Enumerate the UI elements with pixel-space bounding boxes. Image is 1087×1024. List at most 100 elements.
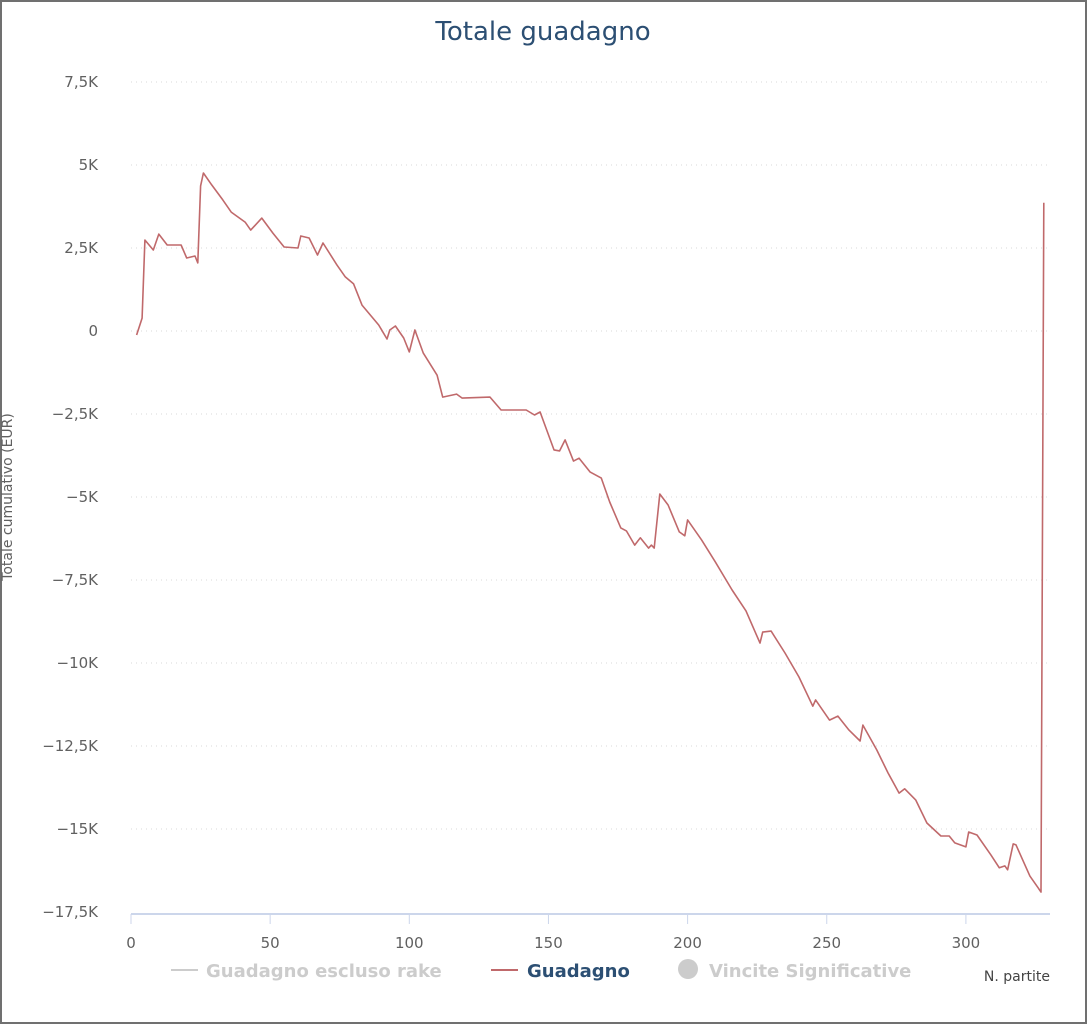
data-point[interactable] [1026, 872, 1034, 880]
legend-item-guadagno-escluso-rake[interactable]: Guadagno escluso rake [171, 961, 442, 982]
data-point[interactable] [631, 541, 639, 549]
data-point[interactable] [681, 532, 689, 540]
data-point[interactable] [1004, 866, 1012, 874]
grid-lines [131, 81, 1050, 830]
data-point[interactable] [486, 393, 494, 401]
data-point[interactable] [728, 586, 736, 594]
data-point[interactable] [812, 696, 820, 704]
data-point[interactable] [269, 229, 277, 237]
legend-circle-icon [678, 959, 698, 979]
data-point[interactable] [597, 474, 605, 482]
data-point[interactable] [350, 280, 358, 288]
data-point[interactable] [458, 394, 466, 402]
data-point[interactable] [258, 214, 266, 222]
data-point[interactable] [606, 498, 614, 506]
data-point[interactable] [497, 406, 505, 414]
data-point[interactable] [138, 314, 146, 322]
data-point[interactable] [197, 182, 205, 190]
data-point[interactable] [433, 371, 441, 379]
y-tick-label: 0 [88, 322, 98, 340]
data-point[interactable] [795, 673, 803, 681]
x-tick-label: 250 [812, 934, 841, 952]
y-tick-label: −5K [66, 488, 99, 506]
data-point[interactable] [1040, 199, 1048, 207]
data-point[interactable] [859, 721, 867, 729]
data-point[interactable] [341, 273, 349, 281]
data-point[interactable] [556, 447, 564, 455]
data-point[interactable] [1012, 841, 1020, 849]
data-point[interactable] [280, 243, 288, 251]
data-point[interactable] [781, 649, 789, 657]
data-point[interactable] [622, 527, 630, 535]
data-point[interactable] [664, 501, 672, 509]
data-point[interactable] [194, 259, 202, 267]
data-point[interactable] [756, 639, 764, 647]
data-point[interactable] [586, 468, 594, 476]
data-point[interactable] [951, 839, 959, 847]
data-point[interactable] [912, 796, 920, 804]
data-point[interactable] [405, 348, 413, 356]
legend-item-guadagno[interactable]: Guadagno [491, 961, 630, 982]
data-point[interactable] [419, 349, 427, 357]
data-point[interactable] [247, 226, 255, 234]
data-point[interactable] [375, 321, 383, 329]
data-point[interactable] [711, 558, 719, 566]
data-point[interactable] [439, 393, 447, 401]
data-point[interactable] [141, 236, 149, 244]
data-point[interactable] [945, 832, 953, 840]
data-point[interactable] [937, 832, 945, 840]
data-point[interactable] [973, 831, 981, 839]
data-point[interactable] [297, 232, 305, 240]
data-point[interactable] [199, 169, 207, 177]
data-point[interactable] [149, 246, 157, 254]
data-point[interactable] [383, 335, 391, 343]
data-point[interactable] [305, 234, 313, 242]
data-point[interactable] [656, 490, 664, 498]
data-point[interactable] [698, 536, 706, 544]
data-point[interactable] [923, 819, 931, 827]
data-point[interactable] [575, 454, 583, 462]
data-point[interactable] [294, 244, 302, 252]
data-point[interactable] [845, 726, 853, 734]
data-point[interactable] [319, 239, 327, 247]
data-point[interactable] [333, 261, 341, 269]
data-point[interactable] [1037, 888, 1045, 896]
data-point[interactable] [400, 334, 408, 342]
y-tick-label: −12,5K [42, 737, 99, 755]
data-point[interactable] [650, 544, 658, 552]
data-point[interactable] [834, 712, 842, 720]
data-point[interactable] [191, 252, 199, 260]
data-point[interactable] [155, 230, 163, 238]
data-point[interactable] [411, 326, 419, 334]
data-point[interactable] [358, 301, 366, 309]
data-point[interactable] [313, 251, 321, 259]
data-point[interactable] [987, 851, 995, 859]
data-point[interactable] [133, 331, 141, 339]
data-point[interactable] [742, 607, 750, 615]
data-point[interactable] [856, 737, 864, 745]
legend-item-vincite-significative[interactable]: Vincite Significative [678, 959, 911, 982]
data-point[interactable] [177, 241, 185, 249]
data-point[interactable] [536, 408, 544, 416]
data-point[interactable] [208, 181, 216, 189]
data-point[interactable] [901, 785, 909, 793]
data-point[interactable] [227, 208, 235, 216]
data-point[interactable] [759, 628, 767, 636]
data-point[interactable] [183, 254, 191, 262]
data-point[interactable] [391, 322, 399, 330]
data-point[interactable] [962, 843, 970, 851]
data-point[interactable] [219, 196, 227, 204]
data-point[interactable] [684, 516, 692, 524]
data-point[interactable] [561, 436, 569, 444]
data-point[interactable] [767, 627, 775, 635]
data-point[interactable] [826, 716, 834, 724]
data-point[interactable] [522, 406, 530, 414]
data-point[interactable] [965, 828, 973, 836]
data-point[interactable] [636, 534, 644, 542]
data-point[interactable] [873, 746, 881, 754]
data-point[interactable] [884, 769, 892, 777]
series-line-guadagno[interactable] [135, 172, 1045, 893]
data-point[interactable] [241, 218, 249, 226]
x-tick-label: 200 [673, 934, 702, 952]
data-point[interactable] [163, 241, 171, 249]
